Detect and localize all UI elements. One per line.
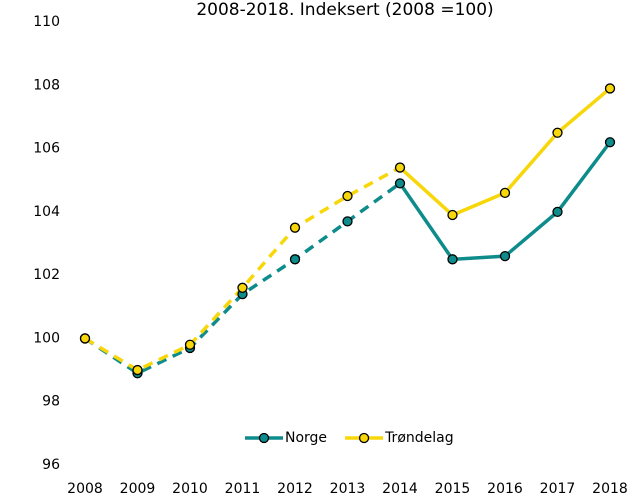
point [184, 339, 196, 350]
y-tick-label: 104 [33, 204, 60, 220]
point [79, 333, 91, 344]
line-dashed [84, 166, 401, 373]
x-tick-label: 2016 [487, 481, 523, 497]
point [289, 222, 301, 233]
point [499, 187, 511, 199]
legend-label: Trøndelag [384, 430, 454, 446]
point [289, 254, 301, 265]
y-tick-label: 98 [42, 394, 60, 410]
point [342, 190, 353, 202]
point [394, 162, 406, 173]
point [552, 206, 563, 218]
legend-marker [358, 432, 370, 444]
point [342, 216, 353, 227]
point [237, 282, 248, 293]
y-tick-label: 100 [33, 330, 60, 346]
point [132, 364, 143, 376]
point [552, 127, 563, 138]
line-dashed [84, 181, 402, 376]
y-tick-label: 108 [33, 77, 60, 93]
y-tick-label: 102 [33, 267, 60, 283]
line [398, 141, 612, 262]
x-tick-label: 2015 [435, 481, 471, 497]
x-tick-label: 2014 [382, 481, 418, 497]
x-tick-label: 2008 [67, 481, 103, 497]
x-tick-label: 2010 [172, 481, 208, 497]
x-tick-label: 2009 [120, 481, 156, 497]
point [447, 209, 458, 221]
y-tick-label: 110 [33, 14, 60, 30]
point [394, 178, 406, 189]
x-tick-label: 2011 [225, 481, 261, 497]
point [604, 83, 616, 94]
x-tick-label: 2013 [330, 481, 366, 497]
x-tick-label: 2017 [540, 481, 576, 497]
x-tick-label: 2018 [592, 481, 628, 497]
point [604, 137, 616, 148]
legend-marker [258, 432, 270, 444]
y-tick-label: 106 [33, 141, 60, 157]
chart-title: 2008-2018. Indeksert (2008 =100) [196, 0, 493, 20]
legend: Norge Trøndelag [245, 430, 454, 446]
x-tick-label: 2012 [277, 481, 313, 497]
y-tick-label: 96 [42, 457, 60, 473]
point [499, 251, 511, 262]
point [447, 254, 458, 265]
legend-label: Norge [285, 430, 327, 446]
